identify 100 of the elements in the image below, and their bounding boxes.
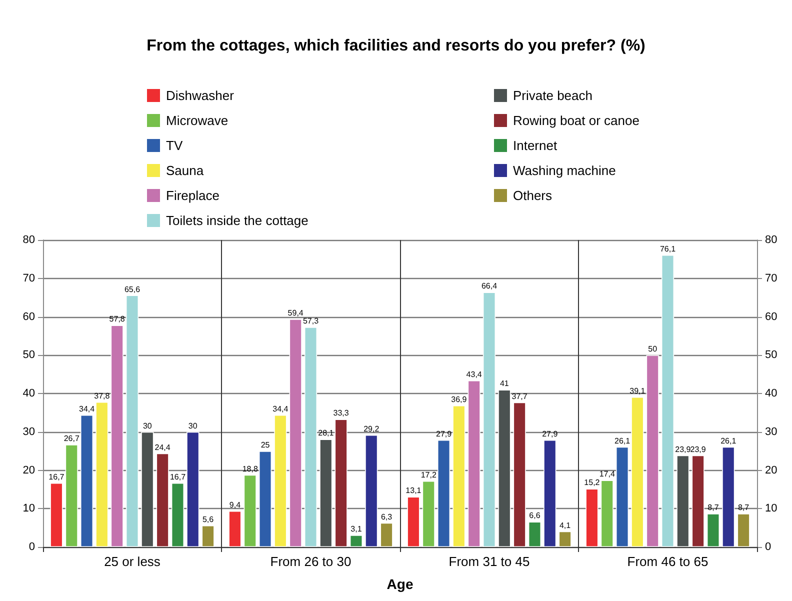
- bar: [171, 482, 184, 547]
- data-label: 57,3: [302, 316, 320, 326]
- data-label: 18,8: [242, 464, 258, 474]
- bar: [631, 396, 644, 547]
- legend-label: Washing machine: [513, 163, 616, 178]
- bar: [661, 254, 674, 547]
- data-label: 36,9: [451, 394, 468, 404]
- y2-tick-label: 20: [765, 464, 778, 476]
- data-label: 13,1: [406, 486, 422, 496]
- data-label: 6,6: [529, 511, 541, 520]
- bar: [616, 446, 629, 547]
- data-label: 15,2: [584, 478, 600, 488]
- bar: [380, 522, 393, 547]
- bar: [528, 522, 542, 547]
- y2-tick-label: 30: [765, 426, 778, 438]
- bar: [706, 514, 720, 547]
- data-label: 57,8: [109, 314, 126, 324]
- legend-label: Rowing boat or canoe: [513, 113, 640, 128]
- data-label: 28,1: [318, 428, 334, 438]
- data-label: 65,6: [124, 284, 141, 294]
- bar: [692, 455, 704, 547]
- data-label: 27,9: [436, 429, 452, 438]
- data-label: 66,4: [481, 282, 498, 291]
- data-label: 5,6: [202, 515, 214, 524]
- bar: [350, 535, 363, 547]
- legend-label: Others: [513, 188, 553, 203]
- data-label: 23,9: [675, 444, 692, 454]
- legend-label: Microwave: [166, 113, 228, 128]
- data-label: 4,1: [559, 520, 572, 530]
- bar: [586, 488, 598, 547]
- legend-label: Toilets inside the cottage: [166, 213, 308, 228]
- data-label: 43,4: [466, 370, 482, 379]
- y2-tick-label: 50: [765, 349, 778, 362]
- data-label: 50: [648, 344, 658, 354]
- y2-tick-label: 0: [765, 541, 772, 553]
- bar: [156, 453, 169, 547]
- bar: [334, 419, 348, 547]
- bar: [244, 474, 256, 547]
- bar: [320, 439, 332, 547]
- bar: [482, 292, 496, 547]
- bar: [80, 414, 94, 547]
- data-label: 30: [188, 421, 198, 430]
- bar: [422, 480, 435, 547]
- x-tick-label: From 46 to 65: [627, 554, 708, 569]
- y-tick-label: 20: [22, 464, 35, 476]
- data-label: 29,2: [364, 424, 380, 434]
- bar: [202, 526, 214, 547]
- bar: [186, 432, 200, 547]
- data-label: 17,2: [420, 470, 437, 480]
- data-label: 3,1: [350, 524, 362, 534]
- bar: [558, 531, 572, 547]
- data-label: 34,4: [272, 404, 289, 414]
- data-label: 37,7: [512, 392, 528, 401]
- data-label: 26,1: [720, 436, 737, 446]
- bar: [437, 440, 450, 547]
- data-label: 25: [260, 440, 270, 450]
- bar: [65, 444, 78, 547]
- data-label: 8,7: [738, 503, 750, 512]
- data-label: 39,1: [630, 386, 646, 396]
- data-label: 33,3: [333, 408, 350, 418]
- data-label: 16,7: [170, 472, 186, 482]
- y2-tick-label: 10: [765, 502, 778, 515]
- y2-tick-label: 60: [765, 310, 778, 323]
- y-tick-label: 0: [28, 541, 35, 553]
- y2-tick-label: 70: [765, 272, 778, 284]
- data-label: 59,4: [288, 308, 304, 318]
- y-tick-label: 50: [22, 349, 35, 362]
- data-label: 30: [142, 421, 152, 430]
- bar: [110, 325, 124, 547]
- legend-label: Fireplace: [166, 188, 220, 203]
- bar: [96, 402, 108, 547]
- y-tick-label: 70: [22, 272, 35, 284]
- data-label: 16,7: [48, 472, 65, 482]
- data-label: 24,4: [154, 442, 171, 452]
- bar: [228, 510, 242, 547]
- legend-label: TV: [166, 138, 183, 153]
- bar: [646, 355, 659, 547]
- bar: [676, 455, 690, 547]
- bar: [407, 496, 420, 547]
- data-label: 41: [500, 379, 510, 388]
- bar: [468, 380, 480, 547]
- legend-label: Sauna: [166, 163, 204, 178]
- data-label: 34,4: [78, 404, 96, 414]
- y2-tick-label: 40: [765, 388, 778, 400]
- data-label: 37,8: [94, 391, 110, 400]
- bar: [141, 432, 154, 547]
- legend-label: Internet: [513, 138, 558, 153]
- bar: [258, 451, 272, 547]
- legend-label: Private beach: [513, 88, 592, 103]
- x-tick-label: From 26 to 30: [270, 554, 352, 569]
- y-tick-label: 60: [22, 310, 35, 323]
- x-tick-label: From 31 to 45: [448, 554, 530, 569]
- y-tick-label: 40: [22, 388, 35, 400]
- data-label: 27,9: [542, 429, 558, 438]
- bar: [304, 327, 318, 547]
- bar: [452, 405, 466, 547]
- bar: [126, 295, 139, 547]
- bar: [50, 482, 63, 547]
- y-tick-label: 80: [22, 234, 35, 246]
- data-label: 6,3: [380, 512, 393, 522]
